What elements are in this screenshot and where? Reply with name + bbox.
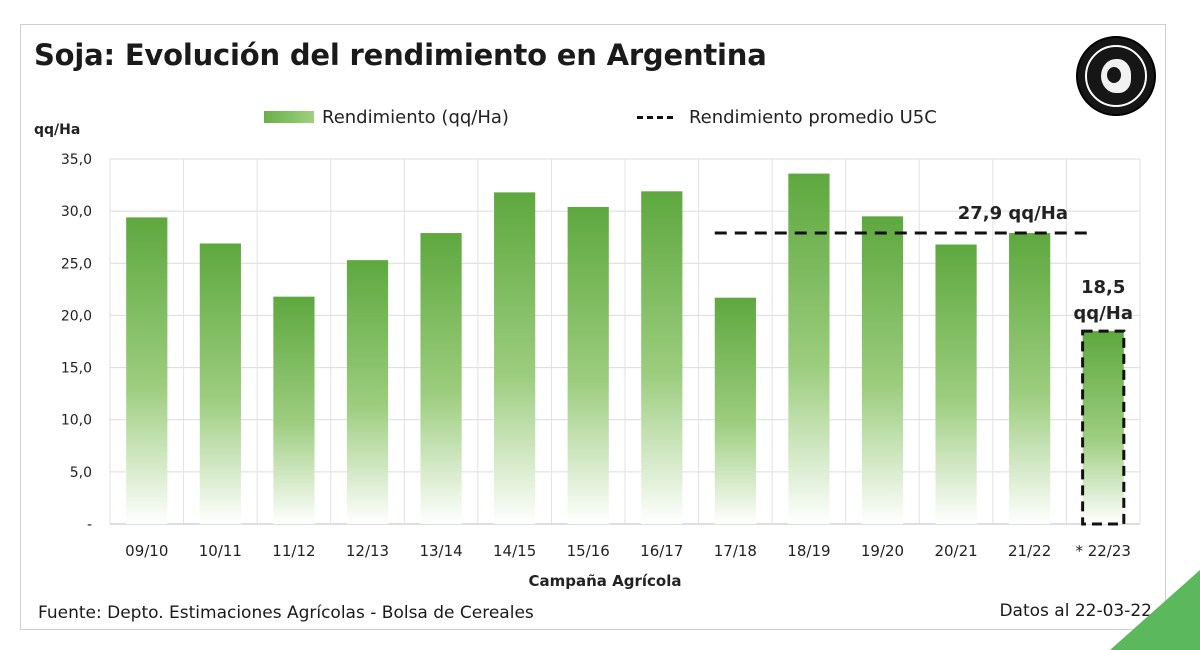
- y-tick-label: 15,0: [61, 361, 92, 377]
- x-tick-label: 13/14: [419, 542, 462, 560]
- y-tick-label: 30,0: [61, 204, 92, 220]
- x-tick-label: 16/17: [640, 542, 683, 560]
- bar-1415: [494, 192, 536, 524]
- y-tick-label: 20,0: [61, 308, 92, 324]
- seal-emblem-icon: [1085, 45, 1147, 107]
- x-tick-label: 17/18: [714, 542, 757, 560]
- bar-2122: [1009, 233, 1051, 525]
- x-tick-label: 18/19: [787, 542, 830, 560]
- legend-bar-swatch: [264, 111, 314, 123]
- x-tick-label: 11/12: [272, 542, 315, 560]
- x-tick-label: * 22/23: [1075, 542, 1131, 560]
- x-tick-label: 21/22: [1008, 542, 1051, 560]
- y-tick-label: -: [87, 517, 92, 533]
- bar-1819: [788, 173, 830, 524]
- legend-bar-label: Rendimiento (qq/Ha): [322, 106, 509, 128]
- x-tick-label: 09/10: [125, 542, 168, 560]
- x-tick-label: 15/16: [567, 542, 610, 560]
- highlight-value-label: 18,5: [1081, 277, 1125, 298]
- bar-1516: [567, 206, 609, 524]
- y-axis-label: qq/Ha: [34, 122, 80, 138]
- bar-1011: [199, 243, 241, 524]
- bar-1314: [420, 233, 462, 525]
- bar-2223: [1082, 331, 1124, 524]
- average-line-label: 27,9 qq/Ha: [958, 203, 1068, 224]
- x-tick-label: 12/13: [346, 542, 389, 560]
- source-note: Fuente: Depto. Estimaciones Agrícolas - …: [38, 603, 534, 623]
- bar-0910: [126, 217, 168, 524]
- y-tick-label: 5,0: [70, 465, 92, 481]
- bar-1213: [346, 260, 389, 524]
- chart-title: Soja: Evolución del rendimiento en Argen…: [34, 38, 767, 72]
- x-tick-label: 14/15: [493, 542, 536, 560]
- y-tick-label: 10,0: [61, 413, 92, 429]
- x-tick-label: 10/11: [199, 542, 242, 560]
- corner-accent: [1110, 570, 1200, 650]
- bar-1617: [641, 191, 683, 525]
- y-tick-label: 35,0: [61, 152, 92, 168]
- legend-dash-swatch: [636, 115, 673, 119]
- bar-1112: [273, 296, 315, 524]
- y-tick-label: 25,0: [61, 256, 92, 272]
- x-tick-label: 19/20: [861, 542, 904, 560]
- highlight-dashed-box: [1081, 329, 1126, 526]
- bar-1920: [861, 216, 904, 524]
- bar-2021: [935, 244, 977, 524]
- chart-legend: Rendimiento (qq/Ha) Rendimiento promedio…: [264, 104, 937, 130]
- highlight-unit-label: qq/Ha: [1073, 303, 1133, 324]
- legend-line-label: Rendimiento promedio U5C: [688, 106, 937, 128]
- x-axis-label: Campaña Agrícola: [529, 572, 682, 590]
- x-tick-label: 20/21: [934, 542, 977, 560]
- bar-1718: [714, 297, 756, 524]
- institution-seal-logo: [1076, 36, 1156, 116]
